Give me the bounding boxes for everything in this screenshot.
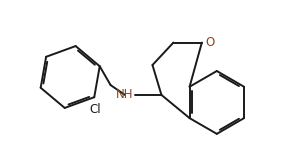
Text: Cl: Cl	[89, 103, 101, 116]
Text: O: O	[206, 36, 215, 49]
Text: NH: NH	[116, 88, 133, 101]
